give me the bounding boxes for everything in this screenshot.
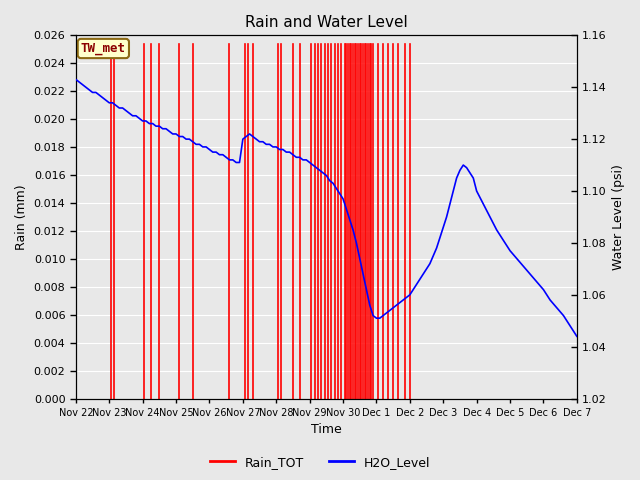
- Y-axis label: Rain (mm): Rain (mm): [15, 184, 28, 250]
- Title: Rain and Water Level: Rain and Water Level: [245, 15, 408, 30]
- X-axis label: Time: Time: [311, 423, 342, 436]
- Text: TW_met: TW_met: [81, 42, 126, 55]
- Y-axis label: Water Level (psi): Water Level (psi): [612, 164, 625, 270]
- Legend: Rain_TOT, H2O_Level: Rain_TOT, H2O_Level: [205, 451, 435, 474]
